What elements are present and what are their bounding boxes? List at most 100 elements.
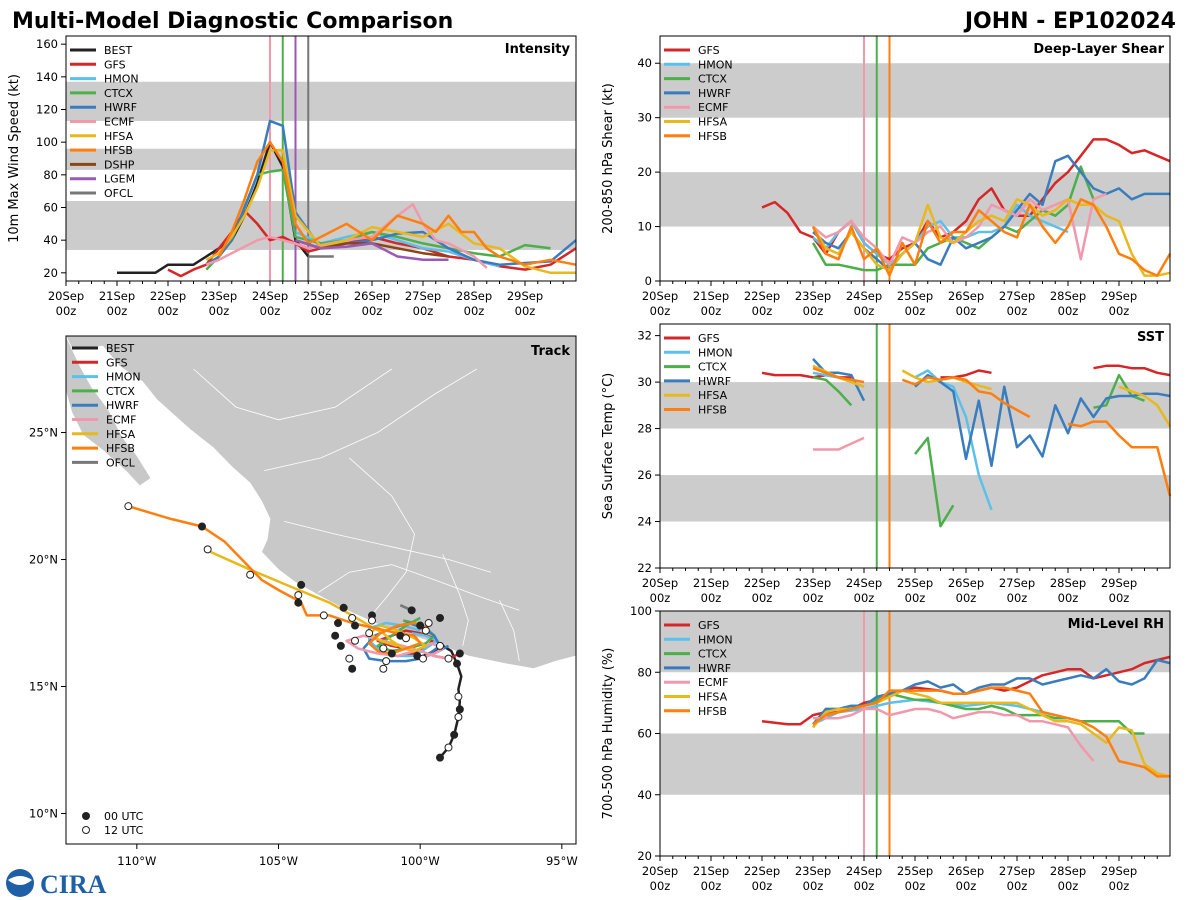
marker-00utc	[198, 522, 206, 531]
marker-12utc	[365, 629, 374, 638]
threshold-band	[66, 81, 576, 121]
legend-label-hmon: HMON	[698, 346, 733, 359]
marker-12utc	[379, 664, 388, 673]
figure-title: Multi-Model Diagnostic Comparison	[12, 9, 453, 34]
marker-00utc	[294, 598, 303, 607]
x-tick-label-hour: 00z	[1058, 304, 1079, 318]
series-line-hfsb	[811, 198, 1172, 277]
marker-12utc	[419, 654, 427, 663]
marker-00utc	[334, 619, 342, 628]
x-tick-label-date: 22Sep	[744, 864, 780, 878]
series-line-best	[117, 140, 310, 275]
state-border	[284, 521, 492, 573]
x-tick-label-date: 28Sep	[1050, 864, 1086, 878]
marker-12utc	[424, 619, 433, 628]
marker-00utc	[455, 649, 464, 658]
legend-label-hfsa: HFSA	[104, 130, 134, 143]
x-tick-label-hour: 00z	[107, 304, 128, 318]
legend-label-hwrf: HWRF	[106, 399, 139, 412]
x-tick-label-hour: 00z	[701, 879, 722, 893]
panel-title: SST	[1137, 330, 1164, 345]
x-tick-label-hour: 00z	[413, 304, 434, 318]
x-tick-label-date: 26Sep	[948, 289, 984, 303]
x-tick-label-hour: 00z	[752, 591, 773, 605]
x-tick-label-date: 26Sep	[948, 576, 984, 590]
x-tick-label-date: 20Sep	[642, 576, 678, 590]
lon-tick-label: 110°W	[117, 854, 156, 868]
x-tick-label-date: 29Sep	[507, 289, 543, 303]
legend-label-dshp: DSHP	[104, 158, 135, 171]
threshold-band	[660, 172, 1170, 227]
map-layer	[66, 336, 576, 670]
x-tick-label-hour: 00z	[311, 304, 332, 318]
x-tick-label-date: 24Sep	[846, 864, 882, 878]
x-tick-label-date: 29Sep	[1101, 289, 1137, 303]
series-line-hfsb	[812, 367, 865, 384]
logo-text: CIRA	[40, 870, 107, 899]
marker-00utc	[453, 659, 461, 668]
threshold-band	[660, 475, 1170, 522]
legend-label-ctcx: CTCX	[104, 87, 133, 100]
x-tick-label-hour: 00z	[905, 304, 926, 318]
x-tick-label-hour: 00z	[1058, 591, 1079, 605]
lon-tick-label: 100°W	[401, 854, 440, 868]
x-tick-label-date: 21Sep	[693, 289, 729, 303]
legend-label-best: BEST	[104, 44, 132, 57]
x-tick-label-date: 25Sep	[303, 289, 339, 303]
y-tick-label: 80	[637, 665, 652, 679]
legend-label-hfsa: HFSA	[698, 691, 728, 704]
y-tick-label: 80	[43, 168, 58, 182]
marker-00utc	[407, 606, 416, 615]
legend-label-hfsa: HFSA	[698, 116, 728, 129]
legend-label-ctcx: CTCX	[698, 361, 727, 374]
legend-label-hwrf: HWRF	[698, 375, 731, 388]
x-tick-label-hour: 00z	[956, 879, 977, 893]
panel-title: Track	[531, 344, 570, 359]
x-tick-label-date: 24Sep	[846, 576, 882, 590]
threshold-band	[660, 611, 1170, 673]
x-tick-label-hour: 00z	[803, 879, 824, 893]
series-line-hwrf	[812, 154, 1170, 272]
x-tick-label-hour: 00z	[209, 304, 230, 318]
x-tick-label-date: 25Sep	[897, 289, 933, 303]
legend-label-ecmf: ECMF	[698, 676, 728, 689]
marker-legend-label: 12 UTC	[104, 824, 144, 837]
marker-12utc	[319, 611, 328, 620]
x-tick-label-hour: 00z	[752, 304, 773, 318]
x-tick-label-hour: 00z	[956, 304, 977, 318]
x-tick-label-hour: 00z	[650, 879, 671, 893]
marker-12utc	[124, 502, 133, 511]
x-tick-label-date: 28Sep	[1050, 289, 1086, 303]
plot-frame	[65, 335, 577, 845]
y-axis-label: 10m Max Wind Speed (kt)	[7, 74, 22, 243]
x-tick-label-hour: 00z	[752, 879, 773, 893]
lat-tick-label: 25°N	[29, 426, 58, 440]
marker-12utc	[436, 641, 444, 650]
track-markers	[124, 502, 464, 762]
marker-00utc	[416, 621, 425, 630]
series-line-ctcx	[812, 376, 853, 407]
x-tick-label-hour: 00z	[1109, 591, 1130, 605]
y-tick-label: 0	[645, 274, 652, 288]
marker-00utc	[351, 621, 359, 630]
y-axis-label: 700-500 hPa Humidity (%)	[601, 648, 616, 820]
marker-12utc	[246, 570, 255, 579]
x-tick-label-date: 25Sep	[897, 576, 933, 590]
legend-label-hmon: HMON	[104, 73, 139, 86]
logo-swoosh	[8, 876, 32, 885]
legend-label-gfs: GFS	[104, 58, 126, 71]
legend-label-hmon: HMON	[698, 58, 733, 71]
marker-legend-12utc	[82, 826, 90, 834]
marker-12utc	[345, 654, 354, 663]
legend-label-gfs: GFS	[106, 356, 128, 369]
threshold-band	[66, 200, 576, 250]
legend-label-gfs: GFS	[698, 44, 720, 57]
state-border	[442, 554, 469, 646]
lon-tick-label: 105°W	[259, 854, 298, 868]
x-tick-label-date: 20Sep	[48, 289, 84, 303]
x-tick-label-hour: 00z	[464, 304, 485, 318]
plot-area	[660, 324, 1170, 568]
series-line-lgem	[295, 239, 449, 262]
